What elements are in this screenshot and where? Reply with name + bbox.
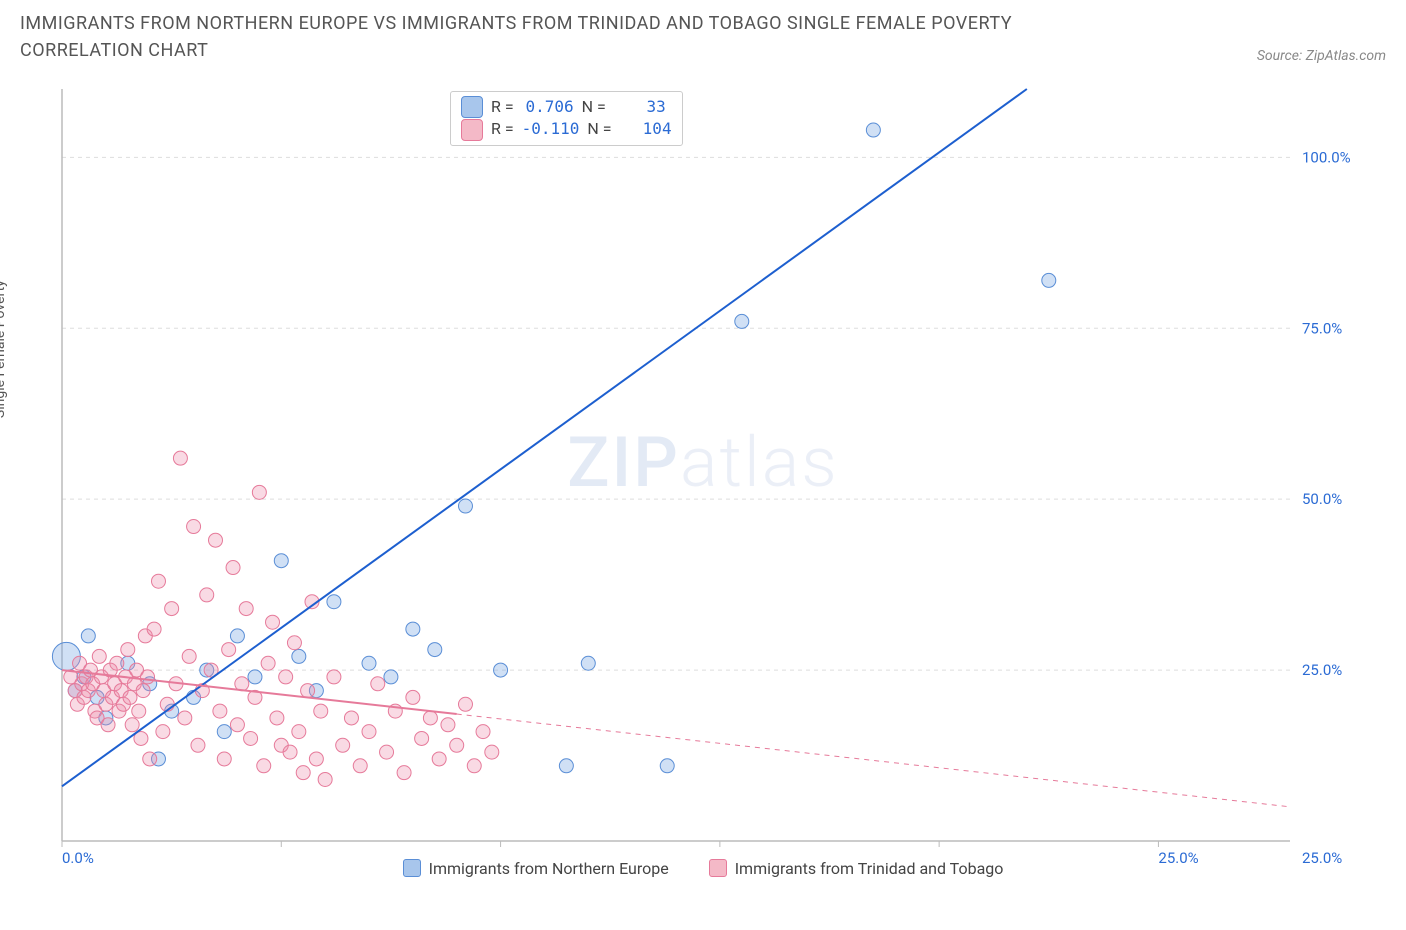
swatch-icon xyxy=(709,859,727,877)
n-label: N = xyxy=(587,118,611,140)
swatch-icon xyxy=(461,119,483,141)
correlation-row-0: R = 0.706 N = 33 xyxy=(461,96,672,118)
r-label: R = xyxy=(491,118,514,140)
legend-item-1: Immigrants from Trinidad and Tobago xyxy=(709,859,1004,878)
y-axis-title: Single Female Poverty xyxy=(0,280,8,418)
svg-text:75.0%: 75.0% xyxy=(1302,319,1342,337)
chart-title: IMMIGRANTS FROM NORTHERN EUROPE VS IMMIG… xyxy=(20,10,1120,64)
source-label: Source: ZipAtlas.com xyxy=(1257,48,1386,64)
n-label: N = xyxy=(582,96,606,118)
legend-label: Immigrants from Trinidad and Tobago xyxy=(735,859,1004,878)
svg-text:25.0%: 25.0% xyxy=(1302,661,1342,679)
r-value: -0.110 xyxy=(522,118,580,140)
chart-area: Single Female Poverty ZIPatlas R = 0.706… xyxy=(20,79,1386,879)
scatter-plot: 25.0%50.0%75.0%100.0%0.0%25.0%25.0% xyxy=(20,79,1360,879)
n-value: 104 xyxy=(620,118,672,140)
svg-text:100.0%: 100.0% xyxy=(1302,148,1351,166)
legend-label: Immigrants from Northern Europe xyxy=(429,859,669,878)
n-value: 33 xyxy=(614,96,666,118)
swatch-icon xyxy=(403,859,421,877)
svg-text:50.0%: 50.0% xyxy=(1302,490,1342,508)
r-label: R = xyxy=(491,96,514,118)
correlation-legend: R = 0.706 N = 33 R = -0.110 N = 104 xyxy=(450,91,683,146)
r-value: 0.706 xyxy=(522,96,574,118)
series-legend: Immigrants from Northern Europe Immigran… xyxy=(20,859,1386,882)
legend-item-0: Immigrants from Northern Europe xyxy=(403,859,669,878)
correlation-row-1: R = -0.110 N = 104 xyxy=(461,118,672,140)
swatch-icon xyxy=(461,96,483,118)
